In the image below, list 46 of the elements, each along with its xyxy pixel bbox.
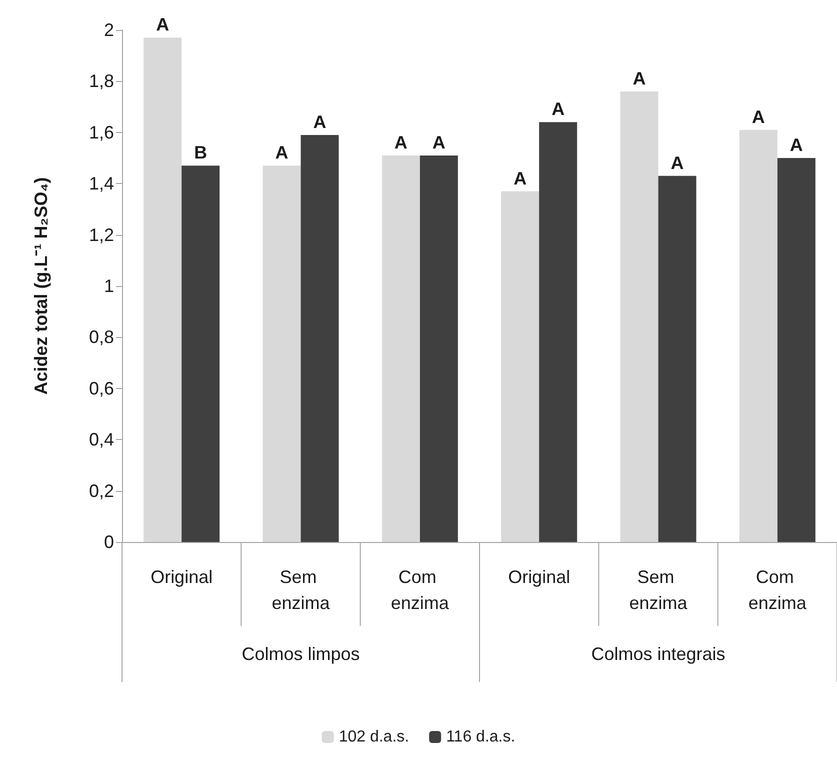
x-tick-label: Original: [150, 567, 213, 587]
data-label: A: [432, 132, 446, 152]
x-tick-label: Sem enzima: [629, 567, 688, 613]
bar: [382, 155, 420, 542]
legend-label: 116 d.a.s.: [446, 728, 516, 746]
data-label: A: [552, 99, 565, 120]
bar: [739, 130, 778, 542]
y-tick-label: 1,6: [88, 122, 114, 142]
data-label: A: [156, 14, 170, 35]
legend-label: 102 d.a.s.: [338, 728, 410, 746]
bar: [420, 155, 458, 542]
data-label: A: [752, 106, 765, 127]
bar: [777, 158, 816, 542]
bar: [262, 166, 301, 542]
data-label: A: [394, 132, 408, 152]
x-tick-label: Com enzima: [390, 567, 450, 613]
y-tick-label: 0: [104, 532, 114, 552]
y-tick-label: 1: [104, 276, 114, 296]
bar: [501, 191, 540, 542]
y-tick-label: 0,4: [88, 430, 114, 450]
bar: [182, 166, 220, 542]
y-tick-label: 1,2: [88, 224, 114, 245]
y-tick-label: 0,6: [88, 378, 114, 398]
data-label: A: [275, 142, 288, 163]
y-tick-label: 1,4: [88, 174, 114, 194]
bar: [620, 91, 658, 542]
data-label: A: [514, 168, 527, 188]
bar: [144, 38, 182, 542]
bar: [658, 176, 696, 542]
text: Colmos integrais: [591, 644, 726, 664]
x-tick-label: Com enzima: [748, 567, 808, 613]
data-label: A: [632, 68, 646, 88]
data-label: A: [670, 152, 684, 173]
x-tick-label: Original: [508, 567, 570, 587]
y-tick-label: 2: [104, 20, 114, 40]
x-tick-label: Sem enzima: [272, 567, 331, 613]
data-label: B: [194, 142, 208, 163]
text: Colmos limpos: [242, 644, 360, 664]
bar: [300, 134, 339, 542]
data-label: A: [790, 135, 803, 155]
data-label: A: [313, 112, 326, 132]
y-tick-label: 1,8: [88, 71, 114, 92]
bar: [539, 122, 578, 542]
y-tick-label: 0,8: [88, 327, 114, 348]
y-tick-label: 0,2: [88, 480, 114, 501]
y-axis-title: Acidez total (g.L⁻¹ H₂SO₄): [31, 177, 51, 395]
